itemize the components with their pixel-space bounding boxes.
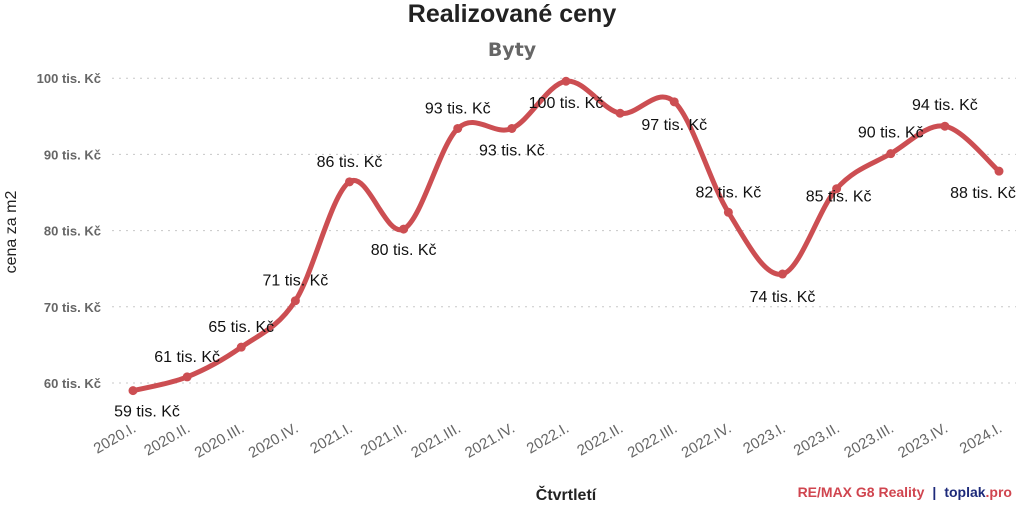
x-tick-label: 2021.III. — [408, 420, 463, 462]
data-point — [615, 108, 625, 118]
data-point — [345, 177, 354, 187]
x-tick-label: 2020.IV. — [246, 420, 302, 462]
y-tick-label: 90 tis. Kč — [44, 147, 101, 162]
data-label: 80 tis. Kč — [371, 242, 437, 259]
data-label: 59 tis. Kč — [114, 404, 180, 421]
y-axis-label: cena za m2 — [3, 191, 20, 274]
x-tick-label: 2020.III. — [192, 420, 247, 462]
data-point — [940, 121, 950, 131]
chart-subtitle: Byty — [488, 39, 537, 61]
x-tick-label: 2021.IV. — [462, 420, 518, 462]
data-label: 100 tis. Kč — [529, 95, 604, 112]
data-point — [128, 386, 138, 396]
credit-remax: RE/MAX G8 Reality — [798, 484, 925, 500]
data-label: 97 tis. Kč — [641, 117, 707, 134]
data-label: 93 tis. Kč — [479, 142, 545, 159]
credit-pro: .pro — [986, 484, 1012, 500]
chart-title: Realizované ceny — [408, 0, 617, 28]
x-tick-label: 2020.I. — [91, 420, 139, 458]
data-label: 71 tis. Kč — [262, 273, 328, 290]
credit-separator: | — [932, 484, 936, 500]
y-tick-label: 60 tis. Kč — [44, 376, 101, 391]
data-point — [182, 372, 192, 382]
data-label: 65 tis. Kč — [208, 319, 274, 336]
data-label: 86 tis. Kč — [317, 154, 383, 171]
x-tick-label: 2023.III. — [841, 420, 896, 462]
data-point — [723, 207, 733, 217]
x-tick-label: 2023.IV. — [895, 420, 951, 462]
data-point — [399, 224, 409, 234]
x-tick-label: 2024.I. — [957, 420, 1005, 458]
data-label: 90 tis. Kč — [858, 125, 924, 142]
data-point — [290, 296, 300, 306]
credit: RE/MAX G8 Reality | toplak.pro — [798, 484, 1012, 500]
data-point — [236, 342, 246, 352]
data-point — [994, 166, 1004, 176]
data-point — [561, 76, 571, 86]
data-label: 93 tis. Kč — [425, 100, 491, 117]
data-label: 94 tis. Kč — [912, 97, 978, 114]
x-tick-label: 2023.I. — [740, 420, 788, 458]
x-tick-label: 2022.IV. — [679, 420, 735, 462]
y-tick-label: 100 tis. Kč — [37, 71, 101, 86]
x-tick-label: 2021.II. — [358, 420, 410, 460]
data-point — [832, 184, 842, 194]
data-point — [453, 123, 463, 133]
credit-toplak: toplak — [944, 484, 985, 500]
data-point — [886, 149, 896, 159]
data-label: 61 tis. Kč — [154, 349, 220, 366]
x-tick-label: 2020.II. — [141, 420, 193, 460]
y-tick-label: 80 tis. Kč — [44, 224, 101, 239]
x-tick-label: 2022.II. — [574, 420, 626, 460]
data-label: 85 tis. Kč — [806, 189, 872, 206]
data-label: 88 tis. Kč — [950, 185, 1016, 202]
x-axis-label: Čtvrtletí — [536, 485, 597, 504]
x-tick-label: 2023.II. — [791, 420, 843, 460]
data-point — [778, 269, 787, 279]
data-point — [507, 123, 517, 133]
data-label: 82 tis. Kč — [695, 184, 761, 201]
x-tick-label: 2022.I. — [524, 420, 572, 458]
x-tick-label: 2021.I. — [307, 420, 355, 458]
x-tick-label: 2022.III. — [625, 420, 680, 462]
data-label: 74 tis. Kč — [750, 289, 816, 306]
y-tick-label: 70 tis. Kč — [44, 300, 101, 315]
data-point — [669, 97, 679, 107]
